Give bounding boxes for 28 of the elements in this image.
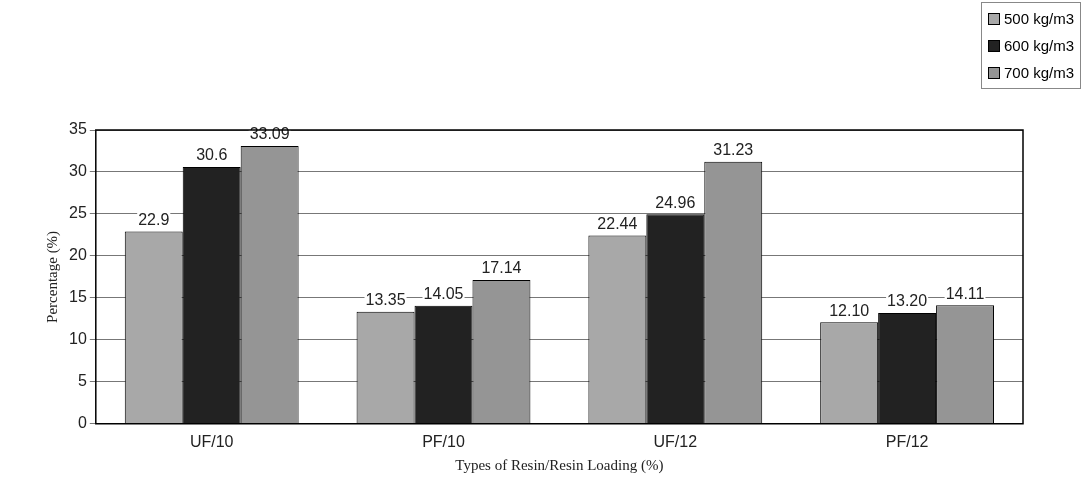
- data-label: 22.9: [138, 210, 170, 228]
- data-label: 12.10: [829, 301, 870, 319]
- x-tick-label: UF/10: [189, 432, 234, 450]
- data-label: 31.23: [713, 141, 754, 159]
- legend-label: 700 kg/m3: [1003, 64, 1074, 81]
- x-tick-label: UF/12: [653, 432, 698, 450]
- data-label: 17.14: [481, 259, 522, 277]
- y-tick-label: 5: [77, 372, 87, 390]
- legend-label: 500 kg/m3: [1003, 10, 1074, 27]
- x-tick-label: PF/10: [422, 432, 465, 450]
- data-label: 24.96: [655, 193, 696, 211]
- data-label: 30.6: [196, 146, 228, 164]
- x-axis-title: Types of Resin/Resin Loading (%): [455, 456, 664, 474]
- y-tick-label: 35: [69, 120, 87, 138]
- y-tick-label: 10: [69, 330, 87, 348]
- legend-label: 600 kg/m3: [1003, 37, 1074, 54]
- y-tick-label: 0: [77, 414, 87, 432]
- data-label: 14.11: [945, 284, 985, 302]
- data-label: 14.05: [423, 285, 464, 303]
- y-tick-label: 20: [69, 246, 87, 264]
- data-label: 13.20: [887, 292, 928, 310]
- y-axis-title: Percentage (%): [43, 230, 61, 323]
- x-tick-label: PF/12: [885, 432, 929, 450]
- y-tick-label: 15: [69, 288, 87, 306]
- data-label: 13.35: [365, 291, 406, 309]
- y-tick-label: 30: [69, 162, 87, 180]
- data-label: 22.44: [597, 214, 638, 232]
- y-tick-label: 25: [69, 204, 87, 222]
